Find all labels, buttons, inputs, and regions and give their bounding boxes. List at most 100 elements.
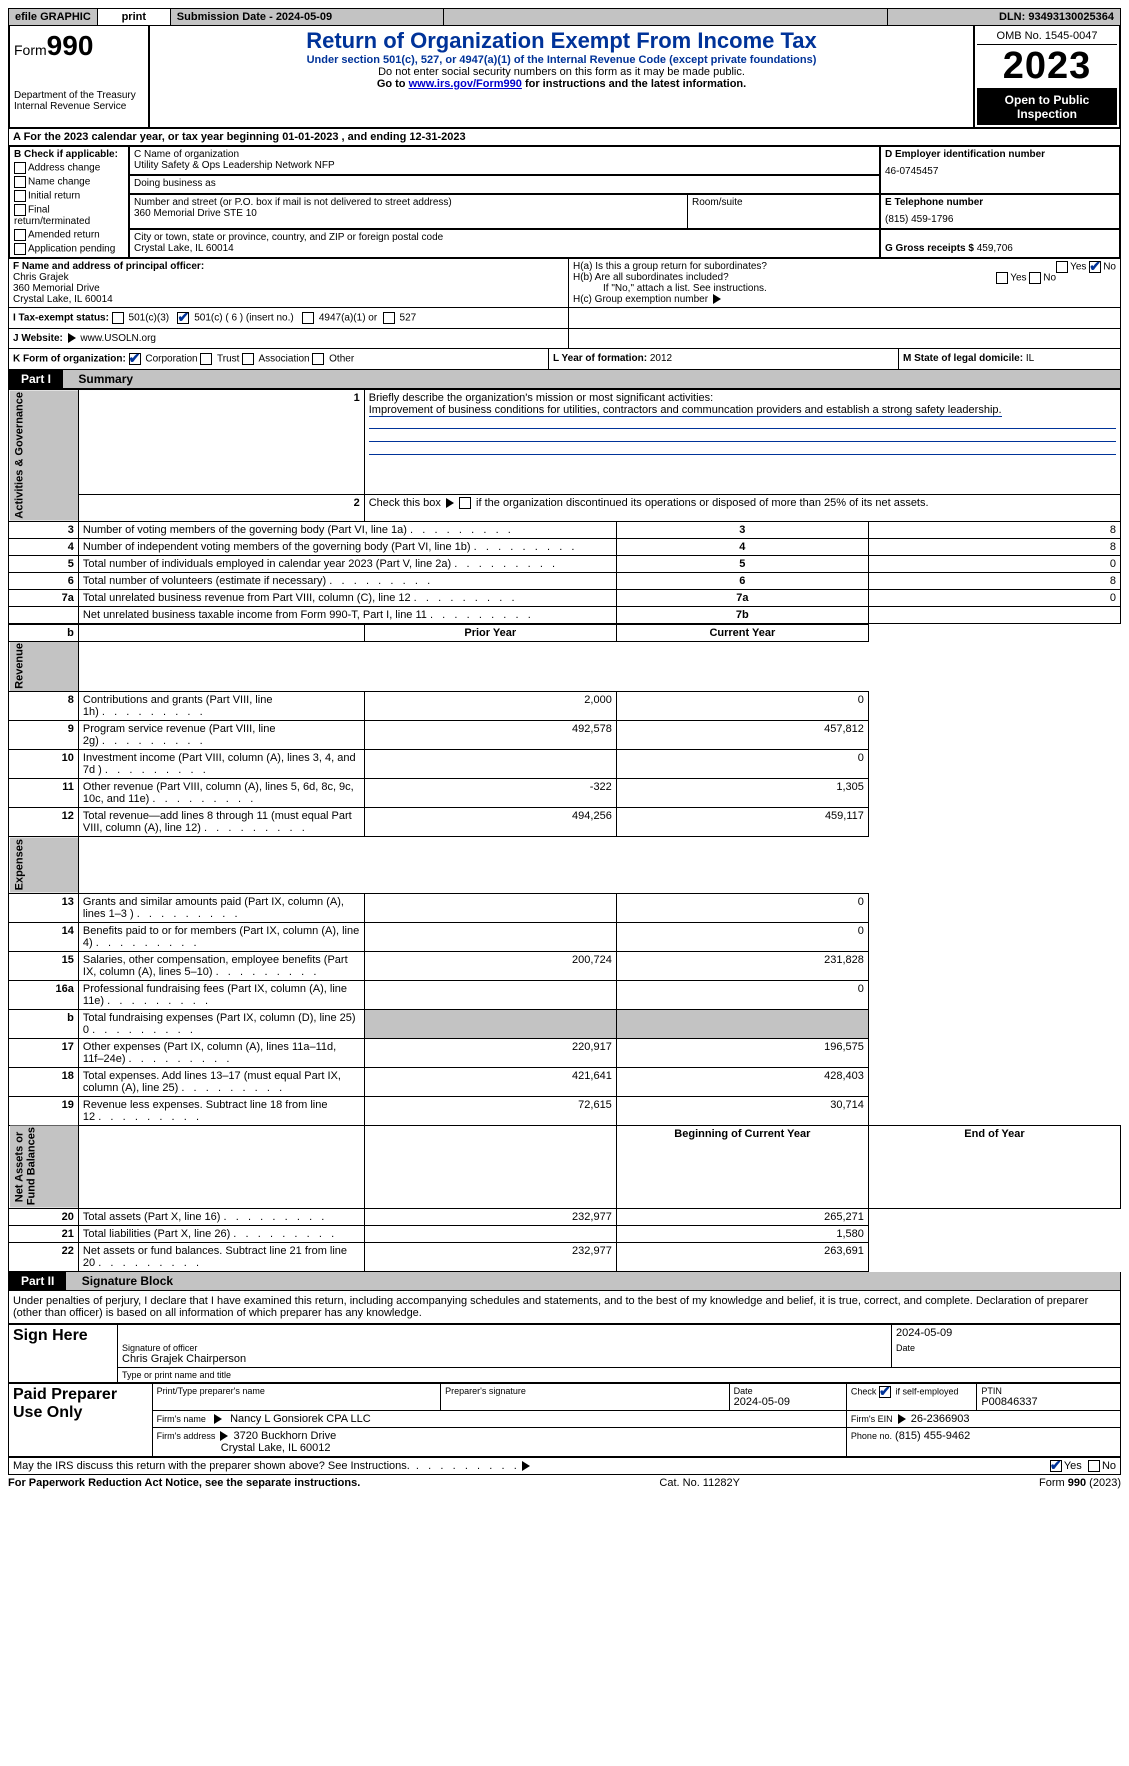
table-row: 22Net assets or fund balances. Subtract … [9, 1243, 1121, 1272]
sign-date: 2024-05-09 [892, 1325, 1121, 1342]
table-row: 4Number of independent voting members of… [9, 538, 1121, 555]
ha-no[interactable] [1089, 261, 1101, 273]
chk-name-change[interactable] [14, 176, 26, 188]
i-label: I Tax-exempt status: [13, 313, 109, 324]
website-value: www.USOLN.org [80, 333, 156, 344]
chk-discontinued[interactable] [459, 497, 471, 509]
f-label: F Name and address of principal officer: [13, 261, 204, 272]
ptin-label: PTIN [981, 1386, 1116, 1396]
mission-text: Improvement of business conditions for u… [369, 404, 1002, 417]
chk-self-employed[interactable] [879, 1386, 891, 1398]
city-value: Crystal Lake, IL 60014 [134, 243, 875, 254]
dba-label: Doing business as [134, 178, 875, 189]
chk-trust[interactable] [200, 353, 212, 365]
table-row: 15Salaries, other compensation, employee… [9, 951, 1121, 980]
hb-no[interactable] [1029, 272, 1041, 284]
form-header: Form990 Department of the Treasury Inter… [8, 26, 1121, 129]
chk-initial-return[interactable] [14, 190, 26, 202]
irs-link[interactable]: www.irs.gov/Form990 [409, 78, 522, 90]
ein-label: D Employer identification number [885, 149, 1115, 160]
bocy-hdr: Beginning of Current Year [616, 1125, 868, 1208]
ein-value: 46-0745457 [885, 166, 1115, 177]
print-name-label: Print/Type preparer's name [157, 1386, 437, 1396]
tel-label: E Telephone number [885, 197, 1115, 208]
arrow-icon [522, 1461, 530, 1471]
city-label: City or town, state or province, country… [134, 232, 875, 243]
chk-final-return[interactable] [14, 204, 26, 216]
c-name-label: C Name of organization [134, 149, 875, 160]
table-row: 3Number of voting members of the governi… [9, 521, 1121, 538]
part1-label: Part I [9, 370, 63, 388]
firm-addr2: Crystal Lake, IL 60012 [221, 1442, 331, 1454]
form-title: Return of Organization Exempt From Incom… [156, 28, 967, 54]
year-formation: 2012 [650, 353, 672, 364]
phone-value: (815) 455-9462 [895, 1430, 970, 1442]
arrow-icon [446, 498, 454, 508]
part1-header: Part I Summary [8, 370, 1121, 389]
chk-4947[interactable] [302, 312, 314, 324]
print-button[interactable]: print [98, 9, 171, 25]
arrow-icon [220, 1431, 228, 1441]
sign-date-label: Date [896, 1343, 1116, 1353]
sign-here-label: Sign Here [9, 1325, 118, 1383]
chk-527[interactable] [383, 312, 395, 324]
ha-yes[interactable] [1056, 261, 1068, 273]
topbar-spacer [444, 9, 888, 25]
table-row: 11Other revenue (Part VIII, column (A), … [9, 779, 1121, 808]
discuss-yes[interactable] [1050, 1460, 1062, 1472]
street-value: 360 Memorial Drive STE 10 [134, 208, 683, 219]
chk-other[interactable] [312, 353, 324, 365]
table-row: 12Total revenue—add lines 8 through 11 (… [9, 808, 1121, 837]
chk-501c3[interactable] [112, 312, 124, 324]
sig-officer-label: Signature of officer [122, 1343, 887, 1353]
state-domicile: IL [1026, 353, 1034, 364]
paid-date-label: Date [734, 1386, 842, 1396]
prep-sig-label: Preparer's signature [445, 1386, 725, 1396]
officer-street: 360 Memorial Drive [13, 283, 564, 294]
arrow-icon [214, 1414, 222, 1424]
side-revenue: Revenue [9, 641, 79, 692]
hb-yes[interactable] [996, 272, 1008, 284]
table-row: 14Benefits paid to or for members (Part … [9, 922, 1121, 951]
tel-value: (815) 459-1796 [885, 214, 1115, 225]
table-row: 8Contributions and grants (Part VIII, li… [9, 692, 1121, 721]
paid-preparer-label: Paid Preparer Use Only [9, 1384, 153, 1457]
table-row: 10Investment income (Part VIII, column (… [9, 750, 1121, 779]
section-a-tax-year: A For the 2023 calendar year, or tax yea… [8, 129, 1121, 146]
table-row: 21Total liabilities (Part X, line 26)1,5… [9, 1226, 1121, 1243]
discuss-question: May the IRS discuss this return with the… [13, 1460, 410, 1472]
arrow-icon [68, 333, 76, 343]
chk-amended[interactable] [14, 229, 26, 241]
table-row: 6Total number of volunteers (estimate if… [9, 572, 1121, 589]
chk-address-change[interactable] [14, 162, 26, 174]
part2-title: Signature Block [70, 1274, 173, 1288]
open-to-public: Open to Public Inspection [977, 89, 1117, 125]
table-row: 20Total assets (Part X, line 16)232,9772… [9, 1209, 1121, 1226]
efile-graphic-label: efile GRAPHIC [9, 9, 98, 25]
line2-text: Check this box if the organization disco… [369, 497, 929, 509]
h-a-row: H(a) Is this a group return for subordin… [573, 261, 1116, 272]
page-footer: For Paperwork Reduction Act Notice, see … [8, 1475, 1121, 1489]
section-b: B Check if applicable: Address change Na… [9, 146, 129, 258]
chk-app-pending[interactable] [14, 243, 26, 255]
firm-name: Nancy L Gonsiorek CPA LLC [230, 1413, 371, 1425]
top-bar: efile GRAPHIC print Submission Date - 20… [8, 8, 1121, 26]
chk-501c[interactable] [177, 312, 189, 324]
table-row: Net unrelated business taxable income fr… [9, 606, 1121, 624]
gross-receipts-label: G Gross receipts $ [885, 243, 974, 254]
discuss-row: May the IRS discuss this return with the… [8, 1457, 1121, 1475]
eoy-hdr: End of Year [868, 1125, 1120, 1208]
chk-assoc[interactable] [242, 353, 254, 365]
section-i-j: I Tax-exempt status: 501(c)(3) 501(c) ( … [8, 308, 1121, 349]
officer-name: Chris Grajek [13, 272, 564, 283]
firm-name-label: Firm's name [157, 1414, 206, 1424]
room-label: Room/suite [692, 197, 875, 208]
h-b-row: H(b) Are all subordinates included? Yes … [573, 272, 1116, 283]
form-990-label: Form990 [14, 30, 144, 62]
pra-notice: For Paperwork Reduction Act Notice, see … [8, 1477, 360, 1489]
discuss-no[interactable] [1088, 1460, 1100, 1472]
j-label: J Website: [13, 333, 63, 344]
line1-label: Briefly describe the organization's miss… [369, 392, 713, 404]
chk-corp[interactable] [129, 353, 141, 365]
header-info-grid: B Check if applicable: Address change Na… [8, 146, 1121, 259]
